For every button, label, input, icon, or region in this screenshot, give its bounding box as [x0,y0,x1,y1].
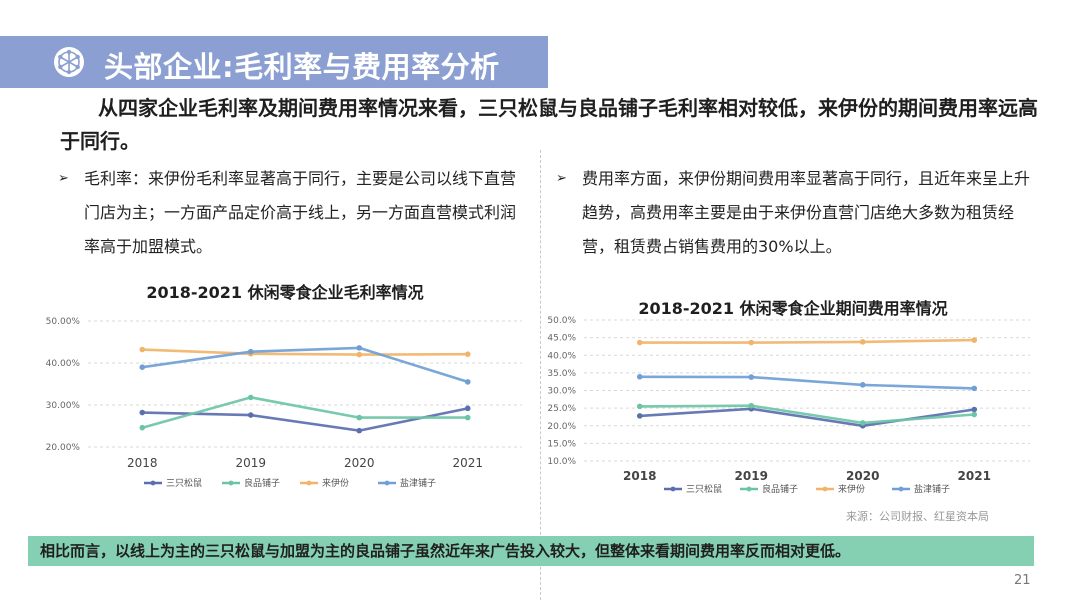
legend-marker [228,480,234,486]
data-point [748,374,755,380]
legend-label: 来伊份 [838,483,865,495]
legend-label: 三只松鼠 [166,477,202,489]
series-line-1 [142,407,469,432]
y-tick-label: 15.0% [547,439,576,449]
data-point [636,413,643,419]
legend-marker [898,486,904,492]
legend-label: 三只松鼠 [686,483,722,495]
x-tick-label: 2018 [127,456,158,470]
data-point [971,337,978,343]
data-point [748,339,755,346]
expense-ratio-chart: 2018-2021 休闲零食企业期间费用率情况 50.0% 45.0% 40.0% 35… [547,299,1030,495]
legend-label: 良品铺子 [762,483,798,495]
series-line-3 [142,348,468,356]
legend-marker [670,486,676,492]
data-point [139,364,146,370]
legend-label: 盐津铺子 [914,483,950,495]
bullet-arrow-icon: ➢ [556,171,567,186]
chart-title: 2018-2021 休闲零食企业期间费用率情况 [638,299,947,318]
data-point [464,405,471,412]
data-point [464,351,471,357]
gross-margin-chart: 2018-2021 休闲零食企业毛利率情况 50.00% 40.00% 30.00% 2… [46,283,522,489]
conclusion-bar: 相比而言，以线上为主的三只松鼠与加盟为主的良品铺子虽然近年来广告投入较大，但整体… [28,536,1034,566]
y-tick-label: 35.0% [547,369,576,379]
data-point [859,420,866,426]
column-divider [540,150,541,600]
legend-marker [306,480,312,486]
legend-label: 盐津铺子 [400,477,436,489]
source-note: 来源：公司财报、红星资本局 [846,510,989,523]
data-point [859,339,866,345]
data-point [139,409,146,416]
data-point [247,394,254,401]
data-point [636,339,643,346]
title-banner: 头部企业:毛利率与费用率分析 [0,36,548,88]
y-tick-label: 25.0% [547,404,576,414]
chart-title: 2018-2021 休闲零食企业毛利率情况 [146,283,423,302]
legend-label: 来伊份 [322,477,349,489]
y-tick-label: 50.00% [46,317,81,327]
x-tick-label: 2019 [235,456,266,470]
x-tick-label: 2021 [958,469,991,483]
series-line-2 [141,396,468,429]
data-point [971,411,978,418]
bullet-gross-margin: ➢ 毛利率：来伊份毛利率显著高于同行，主要是公司以线下直营门店为主；一方面产品定… [58,162,520,264]
x-tick-label: 2019 [735,469,768,483]
series-line-3 [639,338,975,344]
page-number: 21 [1014,573,1031,588]
data-point [356,414,363,421]
headline-summary: 从四家企业毛利率及期间费用率情况来看，三只松鼠与良品铺子毛利率相对较低，来伊份的… [60,96,1038,153]
data-point [859,382,866,388]
data-point [139,346,146,353]
y-tick-label: 10.0% [547,457,576,467]
data-point [356,427,363,434]
bullet-text: 费用率方面，来伊份期间费用率显著高于同行，且近年来呈上升趋势，高费用率主要是由于… [582,169,1031,256]
data-point [356,345,363,351]
y-tick-label: 30.00% [46,401,81,411]
data-point [971,406,978,413]
legend-marker [822,486,828,492]
bullet-text: 毛利率：来伊份毛利率显著高于同行，主要是公司以线下直营门店为主；一方面产品定价高… [84,169,517,256]
bullet-expense-ratio: ➢ 费用率方面，来伊份期间费用率显著高于同行，且近年来呈上升趋势，高费用率主要是… [556,162,1034,264]
data-point [247,412,254,418]
data-point [247,348,254,355]
y-tick-label: 50.0% [547,316,576,326]
data-point [356,351,363,358]
series-line-2 [639,404,975,425]
legend-marker [746,486,752,492]
y-tick-label: 20.00% [46,443,81,453]
data-point [636,403,643,410]
x-tick-label: 2018 [623,469,656,483]
legend-label: 良品铺子 [244,477,280,489]
bullet-arrow-icon: ➢ [58,171,69,186]
page-title: 头部企业:毛利率与费用率分析 [104,50,500,84]
data-point [971,385,978,392]
network-globe-icon [54,47,84,77]
data-point [636,373,643,380]
data-point [748,402,755,409]
data-point [464,414,471,421]
y-tick-label: 40.00% [46,359,81,369]
y-tick-label: 20.0% [547,422,576,432]
legend-marker [150,480,156,486]
y-tick-label: 45.0% [547,334,576,344]
x-tick-label: 2020 [344,456,375,470]
series-line-4 [142,346,469,384]
series-line-4 [639,375,975,390]
x-tick-label: 2021 [452,456,483,470]
y-tick-label: 30.0% [547,387,576,397]
x-tick-label: 2020 [846,469,879,483]
data-point [464,379,471,385]
legend-marker [384,480,390,486]
y-tick-label: 40.0% [547,351,576,361]
data-point [139,424,146,431]
